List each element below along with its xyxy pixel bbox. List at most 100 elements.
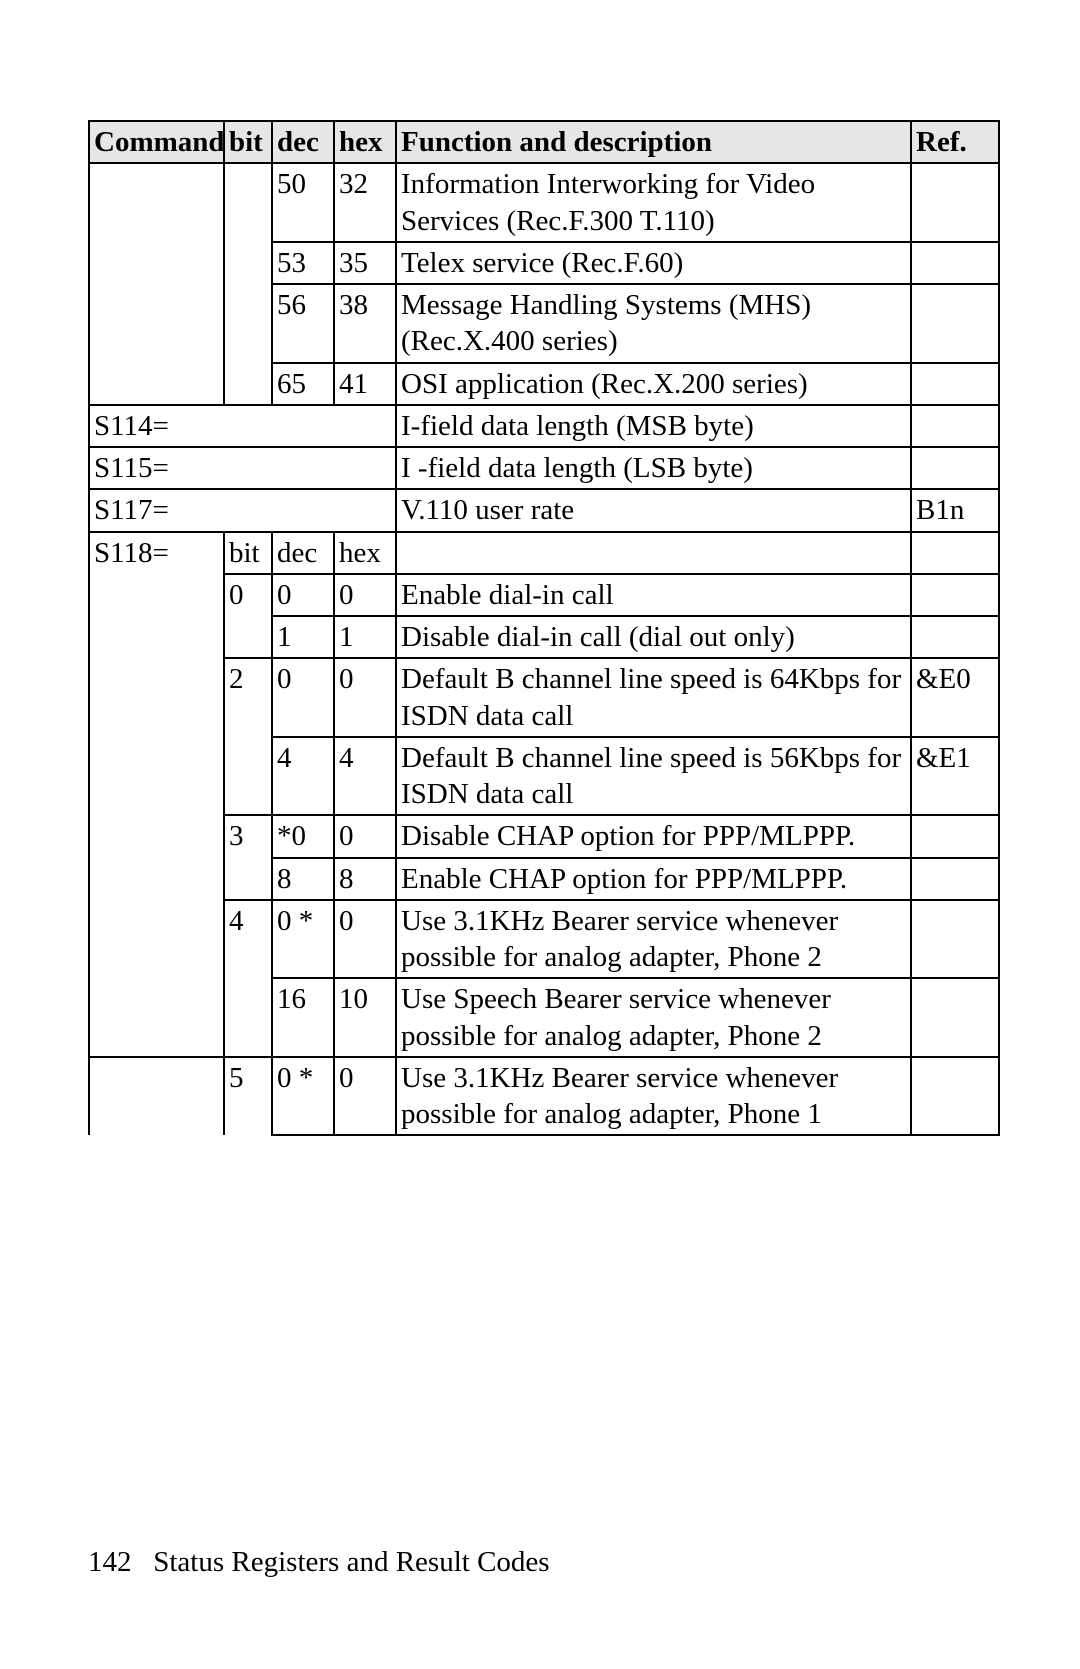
cell-dec: 1 — [272, 616, 334, 658]
col-dec: dec — [272, 121, 334, 163]
cell-ref — [911, 1057, 999, 1136]
cell-function: Message Handling Systems (MHS) (Rec.X.40… — [396, 284, 911, 363]
cell-command — [89, 858, 224, 900]
table-row: 44Default B channel line speed is 56Kbps… — [89, 737, 999, 816]
cell-bit: 0 — [224, 574, 272, 616]
col-function: Function and description — [396, 121, 911, 163]
cell-ref — [911, 900, 999, 979]
cell-command — [89, 978, 224, 1057]
table-row: 5032Information Interworking for Video S… — [89, 163, 999, 242]
cell-hex: 8 — [334, 858, 396, 900]
cell-command — [89, 658, 224, 737]
cell-hex: hex — [334, 532, 396, 574]
cell-hex: 4 — [334, 737, 396, 816]
cell-ref — [911, 616, 999, 658]
table-row: 5335Telex service (Rec.F.60) — [89, 242, 999, 284]
table-row: 5638Message Handling Systems (MHS) (Rec.… — [89, 284, 999, 363]
cell-function: Use Speech Bearer service whenever possi… — [396, 978, 911, 1057]
cell-dec: 50 — [272, 163, 334, 242]
table-body: 5032Information Interworking for Video S… — [89, 163, 999, 1135]
cell-command — [89, 163, 224, 242]
cell-bit — [224, 163, 272, 242]
cell-command — [89, 900, 224, 979]
cell-dec: 8 — [272, 858, 334, 900]
cell-hex: 0 — [334, 658, 396, 737]
table-row: 1610Use Speech Bearer service whenever p… — [89, 978, 999, 1057]
cell-function: Disable CHAP option for PPP/MLPPP. — [396, 815, 911, 857]
cell-bit — [224, 737, 272, 816]
table-row: S117=V.110 user rateB1n — [89, 489, 999, 531]
cell-hex: 32 — [334, 163, 396, 242]
cell-ref — [911, 574, 999, 616]
col-hex: hex — [334, 121, 396, 163]
cell-dec: 53 — [272, 242, 334, 284]
table-row: 6541OSI application (Rec.X.200 series) — [89, 363, 999, 405]
cell-dec: 0 — [272, 658, 334, 737]
cell-dec: 0 * — [272, 900, 334, 979]
cell-hex: 0 — [334, 1057, 396, 1136]
cell-command: S118= — [89, 532, 224, 574]
col-command: Command — [89, 121, 224, 163]
cell-bit — [224, 242, 272, 284]
table-row: 200Default B channel line speed is 64Kbp… — [89, 658, 999, 737]
cell-ref: &E1 — [911, 737, 999, 816]
table-row: 11Disable dial-in call (dial out only) — [89, 616, 999, 658]
cell-dec: *0 — [272, 815, 334, 857]
cell-command: S117= — [89, 489, 396, 531]
cell-ref — [911, 163, 999, 242]
cell-command — [89, 1057, 224, 1136]
cell-dec: 56 — [272, 284, 334, 363]
cell-ref — [911, 858, 999, 900]
cell-dec: 0 — [272, 574, 334, 616]
cell-bit — [224, 858, 272, 900]
cell-bit: 2 — [224, 658, 272, 737]
cell-command — [89, 616, 224, 658]
table-row: S118=bitdechex — [89, 532, 999, 574]
cell-function — [396, 532, 911, 574]
table-header-row: Command bit dec hex Function and descrip… — [89, 121, 999, 163]
cell-command — [89, 363, 224, 405]
cell-function: Information Interworking for Video Servi… — [396, 163, 911, 242]
cell-bit: bit — [224, 532, 272, 574]
cell-dec: 4 — [272, 737, 334, 816]
cell-ref — [911, 363, 999, 405]
cell-command — [89, 284, 224, 363]
cell-hex: 35 — [334, 242, 396, 284]
cell-dec: dec — [272, 532, 334, 574]
cell-function: Default B channel line speed is 56Kbps f… — [396, 737, 911, 816]
cell-command — [89, 815, 224, 857]
cell-function: V.110 user rate — [396, 489, 911, 531]
cell-function: OSI application (Rec.X.200 series) — [396, 363, 911, 405]
cell-function: I -field data length (LSB byte) — [396, 447, 911, 489]
cell-function: Default B channel line speed is 64Kbps f… — [396, 658, 911, 737]
cell-ref — [911, 284, 999, 363]
register-table: Command bit dec hex Function and descrip… — [88, 120, 1000, 1136]
document-page: Command bit dec hex Function and descrip… — [0, 0, 1080, 1669]
table-row: 3*00Disable CHAP option for PPP/MLPPP. — [89, 815, 999, 857]
cell-function: I-field data length (MSB byte) — [396, 405, 911, 447]
cell-function: Enable CHAP option for PPP/MLPPP. — [396, 858, 911, 900]
cell-ref — [911, 978, 999, 1057]
table-row: 40 *0Use 3.1KHz Bearer service whenever … — [89, 900, 999, 979]
cell-hex: 0 — [334, 815, 396, 857]
cell-bit — [224, 284, 272, 363]
cell-bit — [224, 363, 272, 405]
cell-bit — [224, 616, 272, 658]
cell-command: S114= — [89, 405, 396, 447]
cell-function: Enable dial-in call — [396, 574, 911, 616]
table-row: 50 *0Use 3.1KHz Bearer service whenever … — [89, 1057, 999, 1136]
cell-function: Use 3.1KHz Bearer service whenever possi… — [396, 1057, 911, 1136]
cell-bit — [224, 978, 272, 1057]
table-row: 88Enable CHAP option for PPP/MLPPP. — [89, 858, 999, 900]
cell-function: Disable dial-in call (dial out only) — [396, 616, 911, 658]
table-row: S114=I-field data length (MSB byte) — [89, 405, 999, 447]
page-number: 142 — [88, 1546, 132, 1578]
col-ref: Ref. — [911, 121, 999, 163]
cell-bit: 4 — [224, 900, 272, 979]
table-row: S115=I -field data length (LSB byte) — [89, 447, 999, 489]
cell-function: Telex service (Rec.F.60) — [396, 242, 911, 284]
cell-dec: 65 — [272, 363, 334, 405]
cell-command — [89, 737, 224, 816]
cell-hex: 1 — [334, 616, 396, 658]
cell-dec: 16 — [272, 978, 334, 1057]
